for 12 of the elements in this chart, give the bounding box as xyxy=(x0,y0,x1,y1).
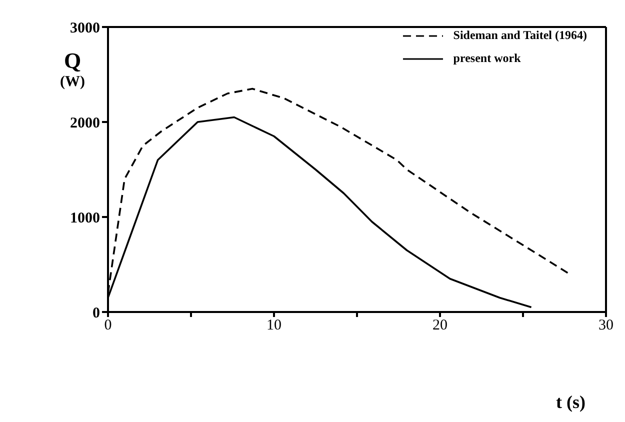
x-tick-label: 20 xyxy=(432,318,448,334)
y-tick-label: 3000 xyxy=(70,20,100,36)
x-tick-label: 0 xyxy=(104,318,112,334)
y-axis-title: Q (W) xyxy=(60,48,85,91)
y-tick-label: 1000 xyxy=(70,210,100,226)
legend-label: present work xyxy=(453,51,521,66)
x-tick-label: 10 xyxy=(266,318,282,334)
x-axis-title: t (s) xyxy=(556,392,586,413)
y-tick-label: 0 xyxy=(92,305,100,322)
legend-label: Sideman and Taitel (1964) xyxy=(453,28,587,43)
x-tick-label: 30 xyxy=(598,318,614,334)
y-tick-label: 2000 xyxy=(70,115,100,132)
